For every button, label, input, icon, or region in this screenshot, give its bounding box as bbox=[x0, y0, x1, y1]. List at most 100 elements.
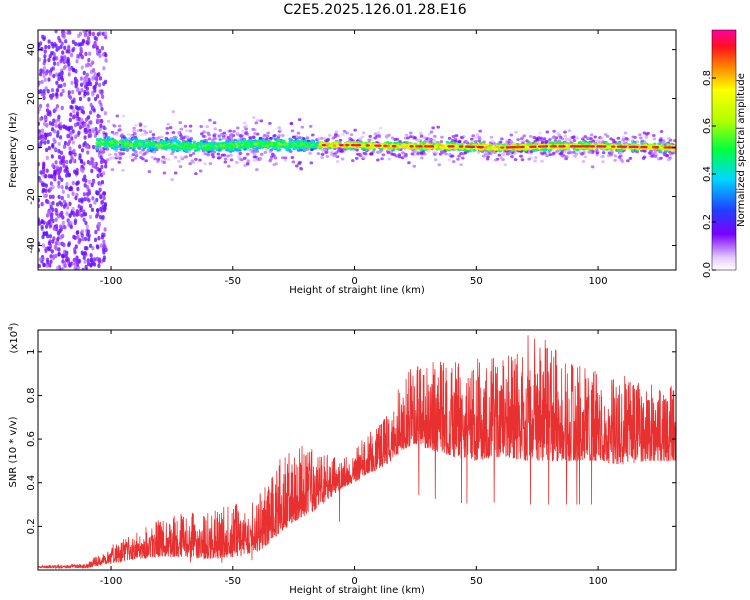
heatmap-cell bbox=[92, 129, 96, 134]
heatmap-cell bbox=[57, 180, 61, 186]
heatmap-cell bbox=[308, 124, 313, 128]
heatmap-cell bbox=[583, 155, 588, 159]
heatmap-cell bbox=[331, 136, 336, 140]
heatmap-cell bbox=[218, 138, 222, 141]
heatmap-cell bbox=[77, 204, 81, 209]
heatmap-cell bbox=[66, 205, 70, 210]
heatmap-cell bbox=[86, 150, 90, 155]
heatmap-cell bbox=[138, 151, 143, 155]
heatmap-cell bbox=[65, 159, 69, 165]
heatmap-cell bbox=[272, 134, 276, 138]
heatmap-cell bbox=[66, 133, 70, 139]
heatmap-cell bbox=[67, 45, 71, 51]
heatmap-cell bbox=[305, 136, 310, 140]
heatmap-cell bbox=[57, 194, 61, 200]
heatmap-cell bbox=[58, 168, 62, 173]
heatmap-cell bbox=[64, 257, 69, 263]
heatmap-cell bbox=[228, 129, 233, 133]
heatmap-cell bbox=[572, 139, 577, 143]
heatmap-cell bbox=[289, 122, 294, 126]
heatmap-cell bbox=[222, 131, 227, 135]
heatmap-cell bbox=[367, 146, 372, 150]
heatmap-cell bbox=[640, 149, 644, 153]
heatmap-cell bbox=[341, 132, 345, 136]
heatmap-cell bbox=[85, 224, 89, 229]
heatmap-cell bbox=[356, 152, 360, 156]
heatmap-cell bbox=[408, 131, 413, 135]
heatmap-cell bbox=[60, 105, 64, 111]
heatmap-cell bbox=[381, 153, 386, 157]
colorbar-ticks: 0.00.20.40.60.8 bbox=[702, 70, 716, 278]
heatmap-cell bbox=[510, 143, 515, 147]
heatmap-cell bbox=[483, 146, 488, 149]
heatmap-cell bbox=[146, 148, 151, 152]
heatmap-cell bbox=[220, 141, 224, 145]
heatmap-cell bbox=[80, 87, 84, 93]
heatmap-cell bbox=[186, 146, 190, 149]
heatmap-cell bbox=[59, 58, 63, 64]
heatmap-cell bbox=[96, 32, 100, 37]
heatmap-cell bbox=[551, 152, 555, 156]
heatmap-cell bbox=[268, 149, 273, 153]
heatmap-cell bbox=[533, 141, 537, 145]
heatmap-cell bbox=[309, 161, 314, 165]
heatmap-cell bbox=[242, 156, 247, 160]
heatmap-cell bbox=[296, 142, 300, 146]
heatmap-cell bbox=[556, 149, 561, 153]
heatmap-cell bbox=[619, 157, 623, 161]
heatmap-cell bbox=[53, 146, 57, 152]
heatmap-cell bbox=[49, 212, 53, 217]
heatmap-cell bbox=[308, 151, 312, 155]
heatmap-cell bbox=[624, 139, 629, 143]
heatmap-cell bbox=[118, 153, 123, 157]
heatmap-cell bbox=[373, 132, 378, 136]
heatmap-cell bbox=[367, 138, 371, 142]
heatmap-cell bbox=[211, 148, 215, 151]
heatmap-cell bbox=[57, 184, 61, 189]
heatmap-cell bbox=[270, 143, 274, 146]
heatmap-cell bbox=[104, 58, 108, 63]
heatmap-ridge bbox=[339, 143, 344, 147]
heatmap-cell bbox=[473, 140, 478, 144]
heatmap-cell bbox=[641, 156, 646, 160]
heatmap-cell bbox=[104, 34, 108, 40]
heatmap-cell bbox=[259, 157, 263, 161]
heatmap-cell bbox=[464, 140, 469, 144]
heatmap-cell bbox=[241, 146, 245, 149]
heatmap-cell bbox=[53, 170, 58, 176]
heatmap-cell bbox=[105, 142, 109, 145]
heatmap-cell bbox=[223, 160, 228, 164]
heatmap-cell bbox=[198, 169, 203, 173]
heatmap-cell bbox=[188, 153, 193, 157]
heatmap-cell bbox=[53, 139, 57, 144]
heatmap-cell bbox=[68, 159, 73, 164]
heatmap-cell bbox=[51, 142, 55, 148]
heatmap-cell bbox=[71, 206, 75, 212]
heatmap-cell bbox=[74, 69, 78, 74]
heatmap-ridge bbox=[602, 145, 607, 148]
heatmap-cell bbox=[148, 137, 152, 141]
heatmap-cell bbox=[117, 124, 122, 128]
heatmap-cell bbox=[74, 244, 78, 249]
heatmap-cell bbox=[544, 140, 549, 144]
heatmap-cell bbox=[168, 126, 173, 130]
heatmap-ridge bbox=[643, 145, 648, 149]
heatmap-cell bbox=[324, 148, 328, 152]
heatmap-cell bbox=[325, 142, 330, 145]
heatmap-cell bbox=[68, 95, 73, 100]
heatmap-cell bbox=[171, 131, 176, 135]
heatmap-cell bbox=[106, 138, 110, 141]
heatmap-cell bbox=[70, 186, 74, 192]
heatmap-cell bbox=[419, 134, 424, 138]
heatmap-cell bbox=[305, 145, 309, 148]
heatmap-cell bbox=[113, 152, 118, 156]
heatmap-cell bbox=[47, 57, 51, 63]
heatmap-cell bbox=[48, 263, 52, 268]
heatmap-cell bbox=[55, 80, 59, 85]
heatmap-cell bbox=[94, 126, 98, 132]
heatmap-cell bbox=[668, 156, 672, 160]
heatmap-cell bbox=[484, 151, 489, 155]
heatmap-cell bbox=[54, 119, 58, 124]
heatmap-cell bbox=[140, 139, 144, 143]
heatmap-cell bbox=[102, 81, 106, 86]
